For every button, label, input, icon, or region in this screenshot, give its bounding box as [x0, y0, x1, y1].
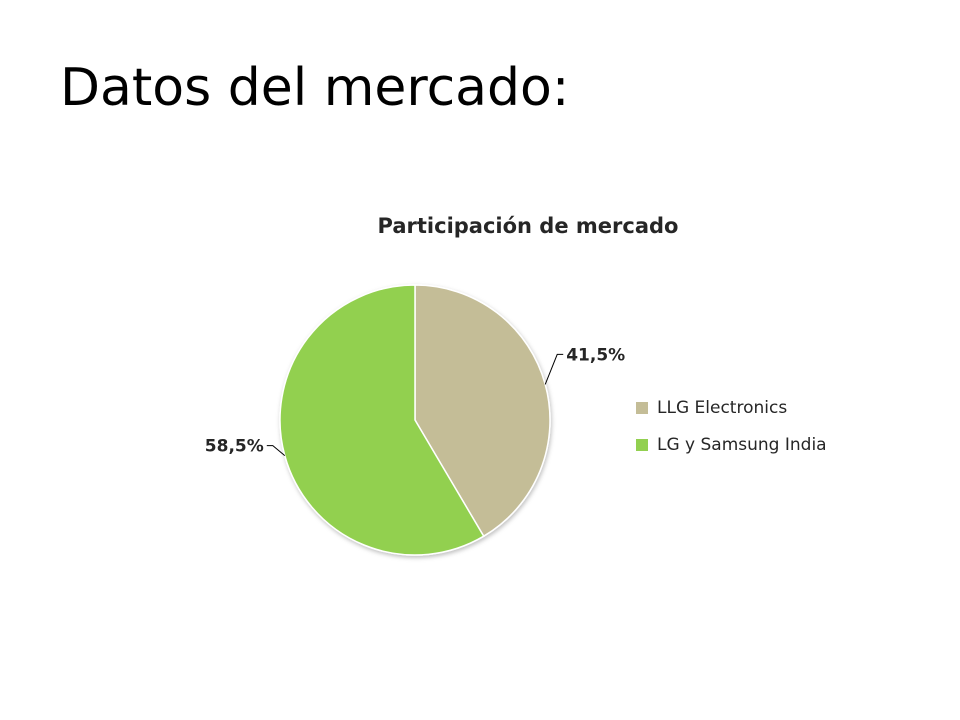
leader-line-lg-samsung-india: [266, 445, 286, 457]
pie-slice-llg-electronics: [414, 284, 551, 538]
legend-item-lg-samsung-india: LG y Samsung India: [636, 426, 827, 463]
chart-legend: LLG Electronics LG y Samsung India: [636, 389, 827, 463]
slide-title: Datos del mercado:: [60, 58, 570, 118]
legend-swatch-lg-samsung-india: [636, 438, 648, 451]
legend-item-llg-electronics: LLG Electronics: [636, 389, 827, 426]
pie-slice-lg-samsung-india: [279, 284, 485, 556]
legend-swatch-llg-electronics: [636, 401, 648, 414]
data-label-llg-electronics: 41,5%: [566, 345, 625, 365]
data-label-lg-samsung-india: 58,5%: [205, 437, 264, 457]
legend-label-llg-electronics: LLG Electronics: [657, 397, 788, 418]
legend-label-lg-samsung-india: LG y Samsung India: [657, 434, 827, 455]
leader-line-llg-electronics: [544, 353, 564, 385]
chart-title: Participación de mercado: [377, 214, 679, 238]
